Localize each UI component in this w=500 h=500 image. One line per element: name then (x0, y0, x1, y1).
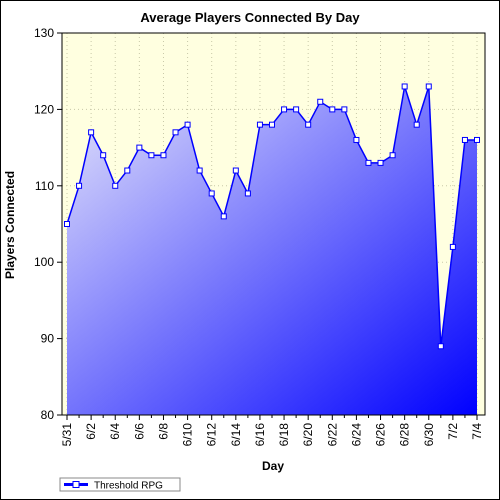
data-point-marker (269, 121, 275, 128)
y-axis-title: Players Connected (3, 171, 17, 279)
data-point-marker (353, 136, 360, 143)
data-point-marker (437, 343, 444, 350)
data-point-marker (208, 190, 215, 197)
data-point-marker (425, 83, 432, 90)
data-point-marker (401, 83, 408, 90)
x-tick-label: 6/24 (349, 423, 363, 447)
x-tick-label: 5/31 (60, 423, 74, 447)
series-area-fill (67, 86, 477, 415)
x-tick-label: 6/8 (156, 423, 170, 440)
x-tick-label: 6/14 (229, 423, 243, 447)
data-point-marker (64, 221, 70, 227)
data-point-marker (341, 106, 348, 113)
data-point-marker (365, 159, 372, 166)
data-point-marker (124, 167, 131, 174)
x-tick-label: 6/16 (253, 423, 267, 447)
y-tick-label: 90 (41, 332, 55, 346)
x-tick-label: 6/26 (374, 423, 388, 447)
legend-marker-swatch (72, 481, 80, 488)
x-tick-label: 7/4 (470, 423, 484, 440)
data-point-marker (474, 136, 480, 143)
data-point-marker (389, 152, 396, 159)
x-tick-label: 6/28 (398, 423, 412, 447)
data-point-marker (100, 152, 107, 159)
y-tick-label: 80 (41, 408, 55, 422)
x-tick-label: 6/18 (277, 423, 291, 447)
data-point-marker (148, 152, 155, 159)
data-point-marker (244, 190, 251, 197)
data-point-marker (160, 152, 167, 159)
chart-title: Average Players Connected By Day (140, 10, 360, 25)
data-point-marker (413, 121, 420, 128)
x-tick-label: 6/4 (108, 423, 122, 440)
legend-box (59, 477, 181, 492)
x-tick-label: 6/10 (181, 423, 195, 447)
y-tick-label: 110 (35, 179, 54, 193)
x-tick-label: 6/30 (422, 423, 436, 447)
x-tick-label: 6/2 (84, 423, 98, 440)
data-point-marker (76, 182, 83, 189)
y-tick-label: 130 (34, 26, 54, 40)
data-point-marker (220, 213, 227, 220)
data-point-marker (461, 136, 468, 143)
x-tick-label: 6/12 (205, 423, 219, 447)
legend: Threshold RPG (59, 477, 181, 492)
x-tick-label: 6/22 (325, 423, 339, 447)
data-point-marker (88, 129, 95, 136)
data-point-marker (317, 98, 324, 105)
data-point-marker (377, 159, 384, 166)
data-point-marker (196, 167, 203, 174)
x-tick-label: 7/2 (446, 423, 460, 440)
plot-border (61, 32, 486, 416)
data-point-marker (112, 182, 119, 189)
data-point-marker (281, 106, 288, 113)
data-point-marker (184, 121, 191, 128)
x-axis-title: Day (262, 459, 284, 473)
x-tick-label: 6/6 (132, 423, 146, 440)
data-point-marker (256, 121, 263, 128)
data-point-marker (449, 243, 456, 250)
data-point-marker (232, 167, 239, 174)
data-point-marker (305, 121, 312, 128)
y-tick-label: 120 (34, 102, 54, 116)
data-point-marker (329, 106, 336, 113)
legend-label: Threshold RPG (94, 481, 163, 492)
y-tick-label: 100 (34, 255, 54, 269)
data-point-marker (293, 106, 300, 113)
x-tick-label: 6/20 (301, 423, 315, 447)
data-point-marker (172, 129, 179, 136)
data-point-marker (136, 144, 143, 151)
